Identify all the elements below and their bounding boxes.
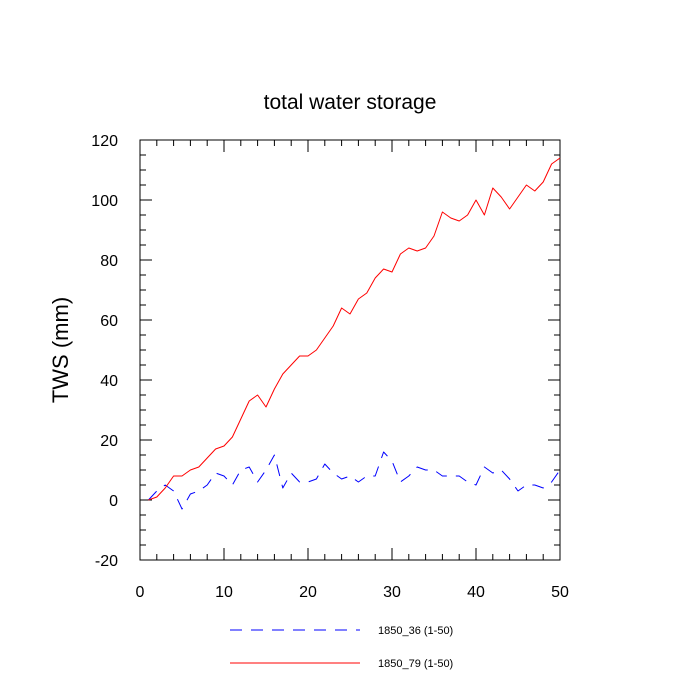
y-tick-label: -20 — [95, 553, 118, 570]
y-tick-label: 120 — [91, 133, 118, 150]
legend-label-1850_36: 1850_36 (1-50) — [378, 625, 453, 637]
x-tick-label: 50 — [551, 584, 569, 601]
legend-label-1850_79: 1850_79 (1-50) — [378, 658, 453, 670]
x-tick-label: 20 — [299, 584, 317, 601]
plot-frame — [139, 139, 561, 561]
y-tick-label: 0 — [109, 493, 118, 510]
y-tick-label: 20 — [100, 433, 118, 450]
x-tick-label: 10 — [215, 584, 233, 601]
series-line-1850_79 — [148, 157, 561, 501]
x-tick-label: 0 — [136, 584, 145, 601]
legend: 1850_36 (1-50) 1850_79 (1-50) — [230, 625, 453, 670]
axis-ticks — [139, 139, 561, 561]
x-tick-label: 30 — [383, 584, 401, 601]
x-axis-tick-labels: 0 10 20 30 40 50 — [136, 584, 569, 601]
series-layer — [148, 157, 561, 510]
y-tick-label: 80 — [100, 253, 118, 270]
y-axis-label: TWS (mm) — [48, 297, 73, 403]
y-tick-label: 40 — [100, 373, 118, 390]
x-tick-label: 40 — [467, 584, 485, 601]
chart-title: total water storage — [264, 91, 437, 114]
y-tick-label: 60 — [100, 313, 118, 330]
y-tick-label: 100 — [91, 193, 118, 210]
series-line-1850_36 — [148, 451, 561, 510]
y-axis-tick-labels: -20 0 20 40 60 80 100 120 — [91, 133, 118, 570]
